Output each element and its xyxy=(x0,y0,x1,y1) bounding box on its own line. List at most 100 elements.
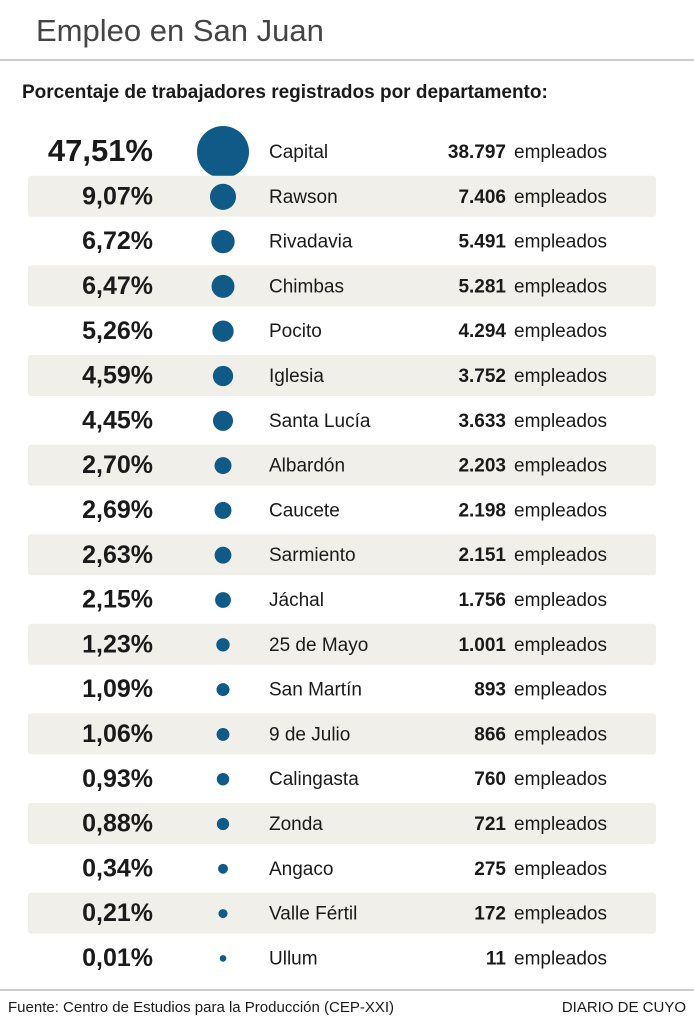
department: 25 de Mayo xyxy=(269,635,368,656)
department: Valle Fértil xyxy=(269,904,357,925)
percent-label: 4,45% xyxy=(82,406,153,434)
row-band xyxy=(28,444,656,486)
bubble xyxy=(216,638,230,652)
employee-unit: empleados xyxy=(514,724,607,745)
percent-label: 5,26% xyxy=(82,317,153,345)
employee-unit: empleados xyxy=(514,276,607,297)
employee-unit: empleados xyxy=(514,456,607,477)
percent-label: 2,15% xyxy=(82,586,153,614)
employee-unit: empleados xyxy=(514,232,607,253)
percent-label: 9,07% xyxy=(82,182,153,210)
department: Angaco xyxy=(269,859,333,880)
employee-unit: empleados xyxy=(514,590,607,611)
percent-label: 47,51% xyxy=(48,133,153,168)
bubble xyxy=(211,229,235,254)
bubble xyxy=(214,501,232,519)
brand: DIARIO DE CUYO xyxy=(562,999,686,1016)
employee-unit: empleados xyxy=(514,142,607,163)
employee-count: 1.001 xyxy=(458,635,506,656)
department: Calingasta xyxy=(269,769,359,790)
employee-unit: empleados xyxy=(514,500,607,521)
department: San Martín xyxy=(269,680,362,701)
bubble xyxy=(216,817,230,831)
bubble xyxy=(211,274,235,298)
employee-count: 5.281 xyxy=(458,276,506,297)
employee-unit: empleados xyxy=(514,948,607,969)
percent-label: 1,09% xyxy=(82,675,153,703)
employee-count: 4.294 xyxy=(458,321,506,342)
department: Chimbas xyxy=(269,276,344,297)
employee-unit: empleados xyxy=(514,904,607,925)
bubble xyxy=(214,546,232,564)
row-band xyxy=(28,175,656,217)
row-band xyxy=(28,803,656,844)
department: Capital xyxy=(269,142,328,163)
row-band xyxy=(28,892,656,934)
department: 9 de Julio xyxy=(269,724,350,745)
bubble xyxy=(212,410,234,431)
chart-title: Empleo en San Juan xyxy=(36,13,324,48)
department: Iglesia xyxy=(269,366,324,387)
chart-subtitle: Porcentaje de trabajadores registrados p… xyxy=(22,82,548,103)
department: Caucete xyxy=(269,500,340,521)
bubble xyxy=(216,727,230,741)
percent-label: 1,06% xyxy=(82,720,153,748)
row-band xyxy=(28,534,656,576)
employee-count: 866 xyxy=(474,724,506,745)
percent-label: 0,88% xyxy=(82,810,153,838)
bubble xyxy=(212,320,234,342)
employee-count: 2.203 xyxy=(458,456,506,477)
percent-label: 4,59% xyxy=(82,362,153,390)
percent-label: 0,34% xyxy=(82,854,153,882)
bubble xyxy=(209,183,237,210)
bubble xyxy=(219,955,227,962)
source: Fuente: Centro de Estudios para la Produ… xyxy=(8,999,394,1016)
row-band xyxy=(28,355,656,396)
percent-label: 1,23% xyxy=(82,630,153,658)
employee-count: 3.752 xyxy=(458,366,506,387)
employee-count: 11 xyxy=(486,948,507,969)
employee-count: 2.151 xyxy=(458,545,506,566)
employee-count: 893 xyxy=(474,680,506,701)
department: Albardón xyxy=(269,456,345,477)
department: Rivadavia xyxy=(269,232,353,253)
employee-count: 172 xyxy=(474,904,506,925)
percent-label: 6,47% xyxy=(82,272,153,300)
bubble xyxy=(197,126,249,178)
department: Ullum xyxy=(269,948,318,969)
bubble xyxy=(215,592,231,608)
employee-unit: empleados xyxy=(514,814,607,835)
bubble xyxy=(214,457,232,475)
employee-count: 275 xyxy=(474,859,506,880)
bubble xyxy=(218,863,228,874)
employee-unit: empleados xyxy=(514,545,607,566)
employee-count: 1.756 xyxy=(458,590,506,611)
percent-label: 0,01% xyxy=(82,944,153,972)
percent-label: 2,70% xyxy=(82,451,153,479)
employee-unit: empleados xyxy=(514,321,607,342)
employee-unit: empleados xyxy=(514,859,607,880)
department: Zonda xyxy=(269,814,323,835)
department: Rawson xyxy=(269,187,338,208)
employee-unit: empleados xyxy=(514,769,607,790)
department: Pocito xyxy=(269,321,322,342)
employee-count: 38.797 xyxy=(448,142,506,163)
department: Jáchal xyxy=(269,590,324,611)
row-band xyxy=(28,713,656,755)
employee-count: 760 xyxy=(474,769,506,790)
employee-unit: empleados xyxy=(514,635,607,656)
employee-unit: empleados xyxy=(514,187,607,208)
employee-unit: empleados xyxy=(514,680,607,701)
percent-label: 2,69% xyxy=(82,496,153,524)
bubble xyxy=(212,365,234,387)
bubble xyxy=(216,772,230,786)
percent-label: 0,93% xyxy=(82,765,153,793)
row-band xyxy=(28,623,656,665)
employee-count: 7.406 xyxy=(458,187,506,208)
percent-label: 0,21% xyxy=(82,899,153,927)
percent-label: 6,72% xyxy=(82,227,153,255)
employee-count: 2.198 xyxy=(458,500,506,521)
employee-unit: empleados xyxy=(514,411,607,432)
row-band xyxy=(28,265,656,307)
